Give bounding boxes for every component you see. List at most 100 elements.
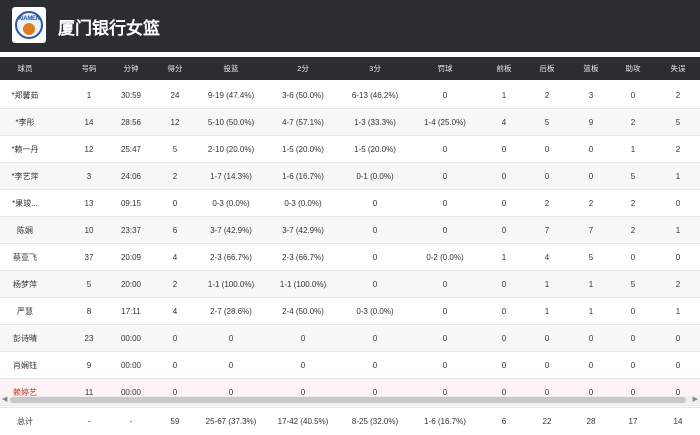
col-header-turnovers[interactable]: 失误 xyxy=(670,64,686,73)
player-rebounds: 0 xyxy=(588,360,594,370)
table-row[interactable]: 严慧 8 17:11 4 2-7 (28.6%) 2-4 (50.0%) 0-3 (0.0%… xyxy=(0,298,700,325)
col-header-two-pointers[interactable]: 2分 xyxy=(297,64,309,73)
scrollbar-thumb[interactable] xyxy=(10,397,686,403)
player-rebounds: 0 xyxy=(588,333,594,343)
col-header-assists[interactable]: 助攻 xyxy=(625,64,641,73)
player-name[interactable]: 肖娴钰 xyxy=(13,360,37,370)
player-turnovers: 0 xyxy=(675,333,681,343)
col-header-three-pointers[interactable]: 3分 xyxy=(369,64,381,73)
player-assists: 1 xyxy=(630,144,636,154)
player-assists: 5 xyxy=(630,171,636,181)
player-name[interactable]: *李艺萍 xyxy=(11,171,39,181)
col-header-defensive-rebounds[interactable]: 后板 xyxy=(539,64,555,73)
player-points: 12 xyxy=(170,117,180,127)
player-name[interactable]: 彭诗晴 xyxy=(13,333,37,343)
player-two-pointers: 3-7 (42.9%) xyxy=(282,225,324,235)
player-turnovers: 2 xyxy=(675,279,681,289)
totals-label: 总计 xyxy=(17,417,33,426)
player-assists: 0 xyxy=(630,306,636,316)
player-number: 8 xyxy=(86,306,92,316)
totals-free-throws: 1-6 (16.7%) xyxy=(424,417,466,426)
player-defensive-rebounds: 2 xyxy=(544,198,550,208)
player-minutes: 00:00 xyxy=(120,360,142,370)
player-rebounds: 0 xyxy=(588,387,594,397)
table-row[interactable]: 陈娴 10 23:37 6 3-7 (42.9%) 3-7 (42.9%) 0 0 0 7 7 2 1 xyxy=(0,217,700,244)
player-offensive-rebounds: 0 xyxy=(501,144,507,154)
player-name[interactable]: *李彤 xyxy=(15,117,35,127)
player-points: 0 xyxy=(172,333,178,343)
player-offensive-rebounds: 0 xyxy=(501,306,507,316)
player-three-pointers: 6-13 (46.2%) xyxy=(351,90,399,100)
player-number: 12 xyxy=(84,144,94,154)
player-offensive-rebounds: 0 xyxy=(501,333,507,343)
player-name[interactable]: *赖一丹 xyxy=(11,144,39,154)
table-row[interactable]: *李彤 14 28:56 12 5-10 (50.0%) 4-7 (57.1%) 1-3 (… xyxy=(0,109,700,136)
player-name[interactable]: 赖婷艺 xyxy=(13,387,37,397)
player-name[interactable]: *郑馨茹 xyxy=(11,90,39,100)
player-defensive-rebounds: 2 xyxy=(544,90,550,100)
col-header-player[interactable]: 球员 xyxy=(17,64,33,73)
totals-three-pointers: 8-25 (32.0%) xyxy=(351,417,399,426)
player-free-throws: 0 xyxy=(442,279,448,289)
col-header-minutes[interactable]: 分钟 xyxy=(123,64,139,73)
col-header-offensive-rebounds[interactable]: 前板 xyxy=(496,64,512,73)
scroll-left-icon[interactable]: ◀ xyxy=(2,396,8,403)
col-header-number[interactable]: 号码 xyxy=(81,64,97,73)
player-assists: 2 xyxy=(630,225,636,235)
player-points: 4 xyxy=(172,252,178,262)
player-minutes: 00:00 xyxy=(120,333,142,343)
table-row[interactable]: 杨梦萍 5 20:00 2 1-1 (100.0%) 1-1 (100.0%) 0 0 0 1 1 5… xyxy=(0,271,700,298)
player-offensive-rebounds: 4 xyxy=(501,117,507,127)
player-free-throws: 1-4 (25.0%) xyxy=(424,117,466,127)
player-name[interactable]: 蔡亚飞 xyxy=(13,252,37,262)
player-assists: 5 xyxy=(630,279,636,289)
player-points: 6 xyxy=(172,225,178,235)
col-header-field-goals[interactable]: 投篮 xyxy=(223,64,239,73)
scroll-right-icon[interactable]: ▶ xyxy=(692,396,698,403)
table-row[interactable]: 肖娴钰 9 00:00 0 0 0 0 0 0 0 0 0 0 xyxy=(0,352,700,379)
player-three-pointers: 1-3 (33.3%) xyxy=(354,117,396,127)
player-field-goals: 0 xyxy=(228,387,234,397)
player-defensive-rebounds: 0 xyxy=(544,387,550,397)
table-row[interactable]: *郑馨茹 1 30:59 24 9-19 (47.4%) 3-6 (50.0%) 6-13 … xyxy=(0,82,700,109)
totals-defensive-rebounds: 22 xyxy=(542,417,552,426)
col-header-rebounds[interactable]: 篮板 xyxy=(583,64,599,73)
player-two-pointers: 1-6 (16.7%) xyxy=(282,171,324,181)
player-defensive-rebounds: 7 xyxy=(544,225,550,235)
player-defensive-rebounds: 0 xyxy=(544,144,550,154)
player-free-throws: 0 xyxy=(442,360,448,370)
player-three-pointers: 0 xyxy=(372,333,378,343)
player-turnovers: 0 xyxy=(675,387,681,397)
player-turnovers: 1 xyxy=(675,171,681,181)
player-rebounds: 1 xyxy=(588,279,594,289)
player-free-throws: 0 xyxy=(442,306,448,316)
horizontal-scrollbar[interactable]: ◀ ▶ xyxy=(0,396,700,404)
player-free-throws: 0 xyxy=(442,387,448,397)
player-field-goals: 3-7 (42.9%) xyxy=(210,225,252,235)
col-header-points[interactable]: 得分 xyxy=(167,64,183,73)
table-row[interactable]: 蔡亚飞 37 20:09 4 2-3 (66.7%) 2-3 (66.7%) 0 0-2 (0… xyxy=(0,244,700,271)
player-number: 14 xyxy=(84,117,94,127)
table-row[interactable]: 彭诗晴 23 00:00 0 0 0 0 0 0 0 0 0 0 xyxy=(0,325,700,352)
table-row[interactable]: *李艺萍 3 24:06 2 1-7 (14.3%) 1-6 (16.7%) 0-1 (0.… xyxy=(0,163,700,190)
player-minutes: 20:09 xyxy=(120,252,142,262)
player-name[interactable]: 杨梦萍 xyxy=(13,279,37,289)
player-three-pointers: 0-1 (0.0%) xyxy=(356,171,394,181)
player-turnovers: 0 xyxy=(675,198,681,208)
player-name[interactable]: 陈娴 xyxy=(17,225,33,235)
player-three-pointers: 0 xyxy=(372,198,378,208)
player-turnovers: 2 xyxy=(675,144,681,154)
player-free-throws: 0 xyxy=(442,198,448,208)
table-row[interactable]: *果竣... 13 09:15 0 0-3 (0.0%) 0-3 (0.0%) 0 0 0 2 2 2… xyxy=(0,190,700,217)
col-header-free-throws[interactable]: 罚球 xyxy=(437,64,453,73)
player-rebounds: 5 xyxy=(588,252,594,262)
player-field-goals: 0 xyxy=(228,333,234,343)
player-points: 24 xyxy=(170,90,180,100)
player-name[interactable]: *果竣... xyxy=(12,198,38,208)
player-defensive-rebounds: 5 xyxy=(544,117,550,127)
table-row[interactable]: *赖一丹 12 25:47 5 2-10 (20.0%) 1-5 (20.0%) 1-5 (… xyxy=(0,136,700,163)
player-name[interactable]: 严慧 xyxy=(17,306,33,316)
player-minutes: 30:59 xyxy=(120,90,142,100)
player-free-throws: 0 xyxy=(442,171,448,181)
player-defensive-rebounds: 0 xyxy=(544,360,550,370)
